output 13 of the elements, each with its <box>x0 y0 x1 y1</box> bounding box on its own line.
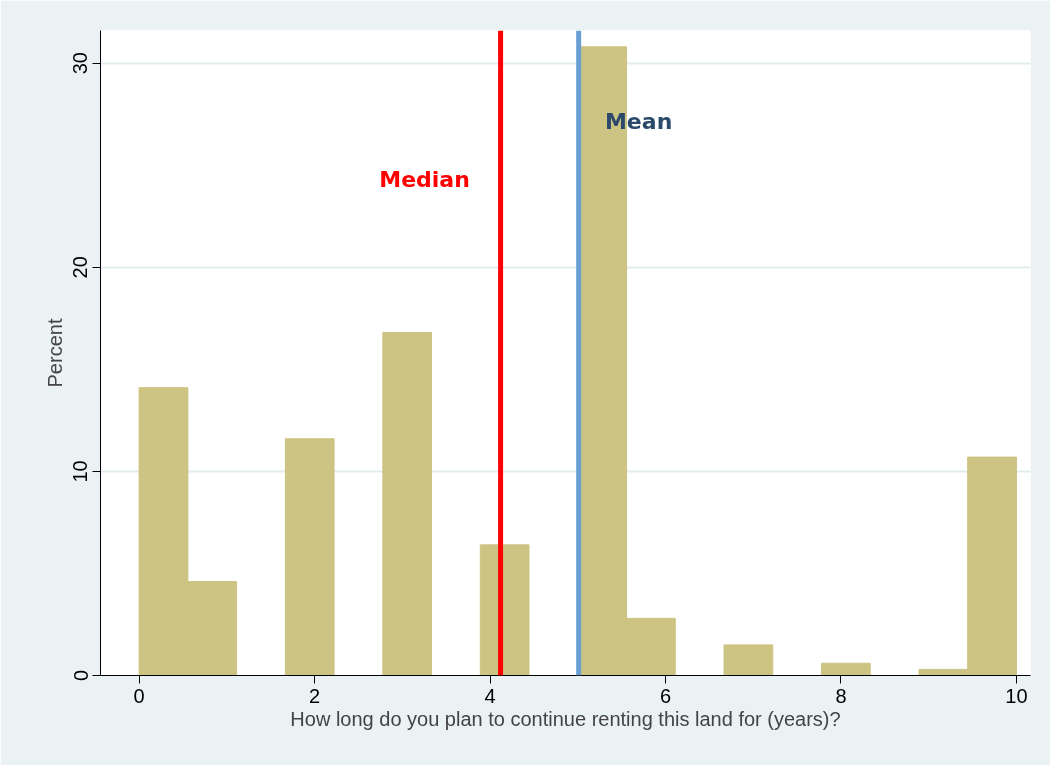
y-tick-label: 20 <box>69 256 92 279</box>
ref-line-label: Median <box>379 166 470 192</box>
y-axis-title: Percent <box>43 318 66 388</box>
y-tick-label: 0 <box>69 669 92 682</box>
x-axis-title: How long do you plan to continue renting this land for (years)? <box>290 707 841 730</box>
y-tick-label: 30 <box>69 52 92 75</box>
y-tick-label: 10 <box>69 460 92 483</box>
x-tick-label: 4 <box>484 684 496 707</box>
x-tick-label: 8 <box>835 684 847 707</box>
x-tick-label: 10 <box>1005 684 1028 707</box>
x-tick-label: 6 <box>659 684 672 707</box>
x-tick-label: 2 <box>309 684 321 707</box>
x-tick-label: 0 <box>133 684 145 707</box>
